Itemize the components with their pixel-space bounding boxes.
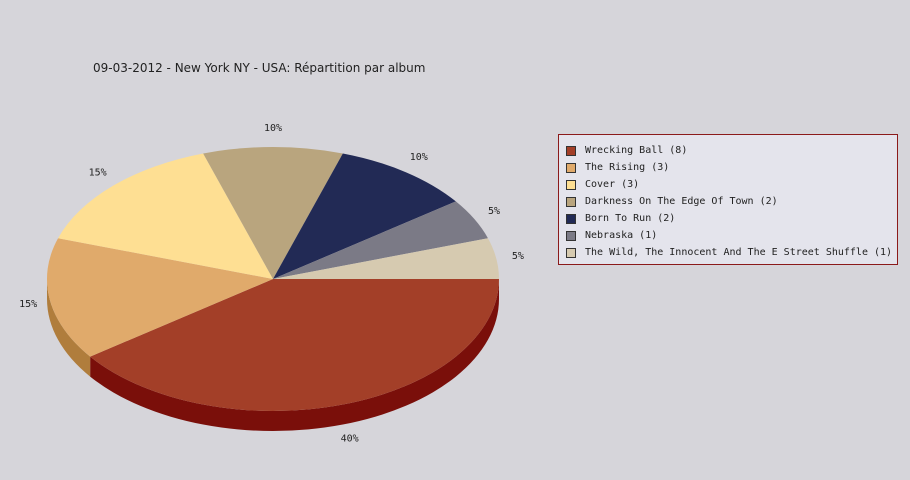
legend-label-4: Born To Run (2) [585,213,676,224]
legend-swatch-6 [566,247,576,258]
pie-slice-0 [90,279,499,412]
legend-label-5: Nebraska (1) [585,230,658,241]
legend-label-2: Cover (3) [585,179,640,190]
pie-label-5: 5% [488,206,500,217]
legend-item-1: The Rising (3) [566,159,897,176]
legend-label-3: Darkness On The Edge Of Town (2) [585,196,778,207]
legend-swatch-3 [566,196,576,207]
pie-side-1 [47,279,91,377]
chart-title: 09-03-2012 - New York NY - USA: Répartit… [93,61,426,75]
pie-label-0: 40% [341,434,359,445]
pie-label-3: 10% [264,123,282,134]
legend-swatch-4 [566,213,576,224]
legend-label-6: The Wild, The Innocent And The E Street … [585,247,893,258]
legend-item-0: Wrecking Ball (8) [566,142,897,159]
pie-slice-6 [273,238,499,279]
pie-slice-2 [58,153,274,279]
pie-slice-3 [203,146,343,279]
legend-swatch-2 [566,179,576,190]
pie-label-2: 15% [89,168,107,179]
legend-swatch-1 [566,162,576,173]
legend: Wrecking Ball (8) The Rising (3) Cover (3)… [558,134,898,265]
pie-side-0 [90,279,499,432]
pie-slice-1 [46,238,273,357]
legend-item-5: Nebraska (1) [566,227,897,244]
legend-swatch-5 [566,230,576,241]
pie-slice-4 [273,153,456,279]
legend-item-3: Darkness On The Edge Of Town (2) [566,193,897,210]
pie-label-6: 5% [512,251,524,262]
legend-label-0: Wrecking Ball (8) [585,145,688,156]
pie-label-4: 10% [410,152,428,163]
legend-item-2: Cover (3) [566,176,897,193]
legend-label-1: The Rising (3) [585,162,670,173]
pie-slice-5 [273,201,488,279]
legend-swatch-0 [566,145,576,156]
legend-item-4: Born To Run (2) [566,210,897,227]
pie-label-1: 15% [19,299,37,310]
legend-item-6: The Wild, The Innocent And The E Street … [566,244,897,261]
